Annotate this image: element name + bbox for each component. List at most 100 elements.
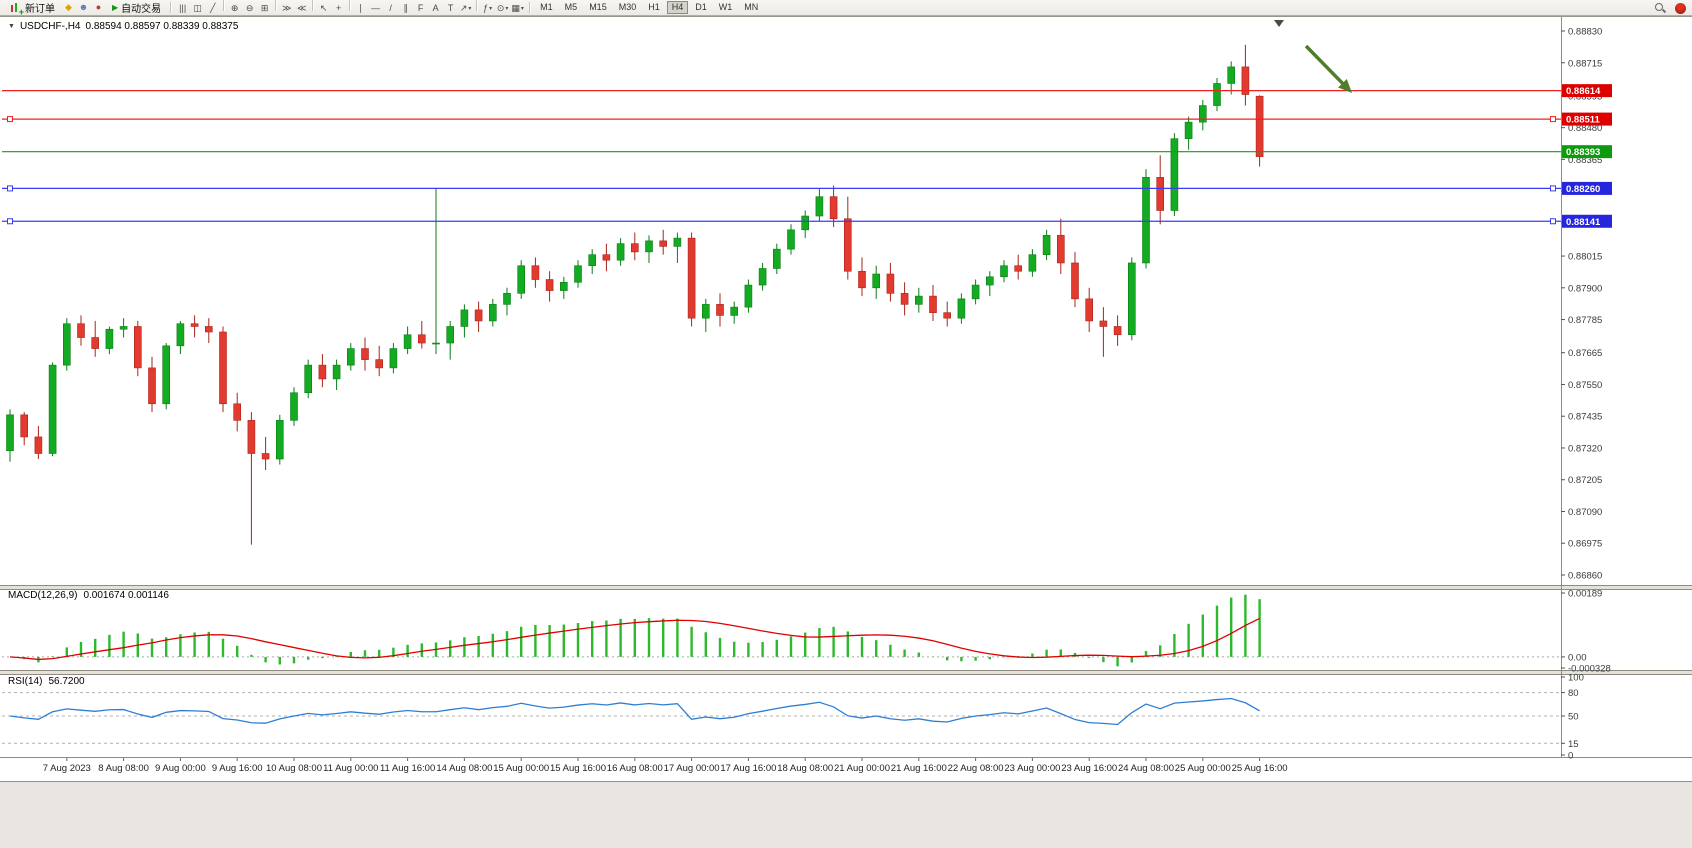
templates-icon[interactable]: ▦ ▾ bbox=[511, 3, 524, 13]
cursor-icon[interactable]: ↖ bbox=[319, 3, 328, 13]
time-axis[interactable]: 7 Aug 2023 8 Aug 08:00 9 Aug 00:00 9 Aug 16… bbox=[43, 758, 1288, 774]
price-badge-0.88260: 0.88260 bbox=[1562, 181, 1612, 195]
hline-0.88260[interactable] bbox=[2, 185, 1561, 192]
autotrading-label: 自动交易 bbox=[121, 4, 162, 15]
zoom-out-icon[interactable]: ⊖ bbox=[245, 3, 254, 13]
svg-text:0.87550: 0.87550 bbox=[1568, 380, 1602, 391]
timeframe-w1-button[interactable]: W1 bbox=[714, 1, 738, 14]
toolbar-separator bbox=[312, 0, 314, 11]
svg-text:0.88393: 0.88393 bbox=[1566, 147, 1600, 158]
svg-text:0.00: 0.00 bbox=[1568, 652, 1587, 663]
svg-text:17 Aug 16:00: 17 Aug 16:00 bbox=[720, 763, 776, 774]
line-handle[interactable] bbox=[7, 185, 13, 192]
svg-text:24 Aug 08:00: 24 Aug 08:00 bbox=[1118, 763, 1174, 774]
chart-toolbar-icons: ||| ◫ ╱ ⊕ ⊖ ⊞ ≫ ≪ ↖ + ∣ ― / ∥ F A T ↗ ▾ ƒ ▾ ⊙ ▾ ▦ ▾ bbox=[175, 0, 525, 15]
rsi-value: 56.7200 bbox=[48, 676, 85, 687]
crosshair-icon[interactable]: + bbox=[336, 3, 342, 13]
chart-shift-icon[interactable]: ≪ bbox=[296, 3, 307, 13]
arrows-icon[interactable]: ↗ ▾ bbox=[459, 3, 472, 13]
svg-text:8 Aug 08:00: 8 Aug 08:00 bbox=[98, 763, 149, 774]
horizontal-line-icon[interactable]: ― bbox=[371, 3, 381, 13]
svg-text:0: 0 bbox=[1568, 751, 1573, 762]
timeframe-m15-button[interactable]: M15 bbox=[584, 1, 612, 14]
trend-arrow-annotation[interactable] bbox=[1304, 44, 1352, 93]
text-icon[interactable]: A bbox=[432, 3, 439, 13]
macd-name: MACD(12,26,9) bbox=[8, 590, 78, 601]
notification-badge-icon[interactable] bbox=[1675, 2, 1686, 14]
equidistant-channel-icon[interactable]: ∥ bbox=[403, 3, 408, 13]
autotrading-button[interactable]: ▶ 自动交易 bbox=[107, 1, 166, 15]
svg-text:15: 15 bbox=[1568, 739, 1579, 750]
search-icon[interactable] bbox=[1654, 2, 1666, 14]
candlestick-chart-icon[interactable]: ◫ bbox=[193, 3, 202, 13]
svg-text:0.88830: 0.88830 bbox=[1568, 27, 1602, 38]
svg-text:15 Aug 16:00: 15 Aug 16:00 bbox=[550, 763, 606, 774]
ohlc-values: 0.88594 0.88597 0.88339 0.88375 bbox=[85, 21, 239, 32]
svg-text:0.87900: 0.87900 bbox=[1568, 283, 1602, 294]
svg-text:0.88141: 0.88141 bbox=[1566, 217, 1601, 228]
bar-chart-icon[interactable]: ||| bbox=[179, 3, 187, 13]
auto-scroll-icon[interactable]: ≫ bbox=[281, 3, 292, 13]
vertical-line-icon[interactable]: ∣ bbox=[358, 3, 363, 13]
hline-0.88141[interactable] bbox=[2, 218, 1561, 225]
dropdown-caret-icon: ▾ bbox=[489, 5, 493, 12]
periods-icon[interactable]: ⊙ ▾ bbox=[496, 3, 509, 13]
rsi-line bbox=[9, 697, 1260, 726]
standard-toolbar-icons: ◆ ☻ ● bbox=[61, 1, 106, 15]
new-order-icon bbox=[9, 1, 24, 17]
metaeditor-icon[interactable]: ◆ bbox=[65, 2, 72, 13]
tile-windows-icon[interactable]: ⊞ bbox=[260, 3, 269, 13]
indicators-icon[interactable]: ƒ ▾ bbox=[483, 3, 493, 13]
svg-text:50: 50 bbox=[1568, 712, 1579, 723]
line-handle[interactable] bbox=[7, 218, 13, 225]
svg-text:80: 80 bbox=[1568, 688, 1579, 699]
line-chart-icon[interactable]: ╱ bbox=[209, 3, 216, 13]
hline-0.88511[interactable] bbox=[2, 116, 1561, 123]
price-badge-0.88393: 0.88393 bbox=[1562, 145, 1612, 159]
line-handle[interactable] bbox=[1550, 185, 1556, 192]
svg-text:23 Aug 00:00: 23 Aug 00:00 bbox=[1004, 763, 1060, 774]
macd-values: 0.001674 0.001146 bbox=[83, 590, 169, 601]
toolbar-right-group bbox=[1654, 2, 1686, 14]
svg-text:0.87435: 0.87435 bbox=[1568, 412, 1602, 423]
svg-text:25 Aug 16:00: 25 Aug 16:00 bbox=[1232, 763, 1288, 774]
svg-text:0.88365: 0.88365 bbox=[1568, 155, 1602, 166]
timeframe-m5-button[interactable]: M5 bbox=[560, 1, 583, 14]
svg-text:23 Aug 16:00: 23 Aug 16:00 bbox=[1061, 763, 1117, 774]
trendline-icon[interactable]: / bbox=[389, 3, 392, 13]
svg-text:0.86860: 0.86860 bbox=[1568, 571, 1602, 582]
chart-shift-marker[interactable] bbox=[1274, 20, 1284, 27]
timeframe-m1-button[interactable]: M1 bbox=[535, 1, 558, 14]
svg-text:0.88614: 0.88614 bbox=[1566, 86, 1601, 97]
profile-icon[interactable]: ☻ bbox=[78, 2, 89, 13]
zoom-in-icon[interactable]: ⊕ bbox=[230, 3, 239, 13]
line-handle[interactable] bbox=[7, 116, 13, 123]
line-handle[interactable] bbox=[1550, 116, 1556, 123]
price-axis[interactable]: 0.888300.887150.885950.884800.883650.882… bbox=[1561, 27, 1602, 582]
text-label-icon[interactable]: T bbox=[447, 3, 454, 13]
toolbar-separator bbox=[476, 0, 478, 11]
timeframe-d1-button[interactable]: D1 bbox=[690, 1, 712, 14]
chart-title: ▼ USDCHF-,H4 0.88594 0.88597 0.88339 0.8… bbox=[8, 21, 238, 32]
autotrading-play-icon: ▶ bbox=[112, 3, 119, 12]
collapse-triangle-icon[interactable]: ▼ bbox=[8, 23, 15, 30]
community-icon[interactable]: ● bbox=[95, 2, 102, 13]
toolbar-separator bbox=[170, 2, 172, 13]
line-handle[interactable] bbox=[1550, 218, 1556, 225]
svg-text:0.87665: 0.87665 bbox=[1568, 348, 1602, 359]
svg-text:0.86975: 0.86975 bbox=[1568, 539, 1602, 550]
svg-text:18 Aug 08:00: 18 Aug 08:00 bbox=[777, 763, 833, 774]
timeframe-h1-button[interactable]: H1 bbox=[643, 1, 665, 14]
fibonacci-icon[interactable]: F bbox=[417, 3, 424, 13]
timeframe-h4-button[interactable]: H4 bbox=[666, 1, 689, 14]
svg-text:-0.000328: -0.000328 bbox=[1568, 664, 1611, 675]
macd-signal-line bbox=[9, 617, 1260, 661]
timeframe-toolbar: M1 M5 M15 M30 H1 H4 D1 W1 MN bbox=[534, 1, 764, 14]
new-order-button[interactable]: 新订单 bbox=[4, 1, 60, 17]
main-toolbar: 新订单 ◆ ☻ ● ▶ 自动交易 ||| ◫ ╱ ⊕ ⊖ ⊞ ≫ ≪ ↖ + ∣ ― / ∥ FAT ↗▾ ƒ▾⊙▾… bbox=[0, 0, 1692, 17]
svg-text:17 Aug 00:00: 17 Aug 00:00 bbox=[664, 763, 720, 774]
svg-text:15 Aug 00:00: 15 Aug 00:00 bbox=[493, 763, 549, 774]
timeframe-m30-button[interactable]: M30 bbox=[614, 1, 642, 14]
timeframe-mn-button[interactable]: MN bbox=[739, 1, 763, 14]
svg-text:0.88260: 0.88260 bbox=[1566, 184, 1600, 195]
